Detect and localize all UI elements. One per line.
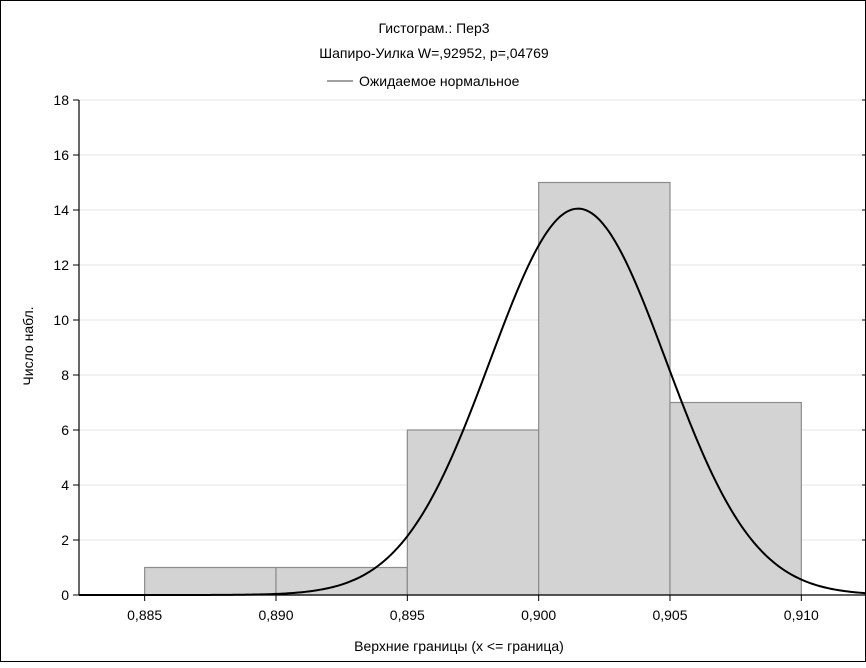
y-tick-label-1: 2: [61, 532, 69, 548]
y-tick-label-3: 6: [61, 422, 69, 438]
x-tick-label-5: 0,910: [784, 607, 819, 623]
y-tick-label-8: 16: [53, 147, 69, 163]
x-tick-label-2: 0,895: [390, 607, 425, 623]
x-axis-label: Верхние границы (x <= граница): [354, 638, 564, 654]
x-tick-label-1: 0,890: [258, 607, 293, 623]
histogram-bars: [144, 181, 802, 596]
histogram-bar-3: [406, 429, 540, 596]
y-tick-label-7: 14: [53, 202, 69, 218]
y-tick-label-4: 8: [61, 367, 69, 383]
histogram-bar-1: [144, 566, 277, 596]
chart-title: Гистограм.: Пер3: [378, 20, 489, 36]
x-tick-label-0: 0,885: [127, 607, 162, 623]
histogram-bar-5: [669, 401, 802, 596]
y-tick-label-2: 4: [61, 477, 69, 493]
x-tick-label-3: 0,900: [521, 607, 556, 623]
x-tick-label-4: 0,905: [652, 607, 687, 623]
legend-label: Ожидаемое нормальное: [359, 73, 520, 89]
y-tick-label-6: 12: [53, 257, 69, 273]
y-tick-label-0: 0: [61, 587, 69, 603]
y-tick-label-9: 18: [53, 92, 69, 108]
y-axis-ticks: 0 2 4 6 8 10 12 14 16 18: [53, 92, 866, 603]
legend: Ожидаемое нормальное: [327, 73, 520, 89]
x-axis-ticks: 0,885 0,890 0,895 0,900 0,905 0,910: [127, 595, 819, 623]
axes: [78, 100, 866, 596]
histogram-bar-2: [275, 566, 408, 596]
histogram-bar-4: [538, 181, 671, 596]
y-axis-label: Число набл.: [20, 306, 36, 385]
chart-subtitle: Шапиро-Уилка W=,92952, p=,04769: [319, 45, 549, 61]
gridlines: [79, 99, 866, 541]
y-tick-label-5: 10: [53, 312, 69, 328]
